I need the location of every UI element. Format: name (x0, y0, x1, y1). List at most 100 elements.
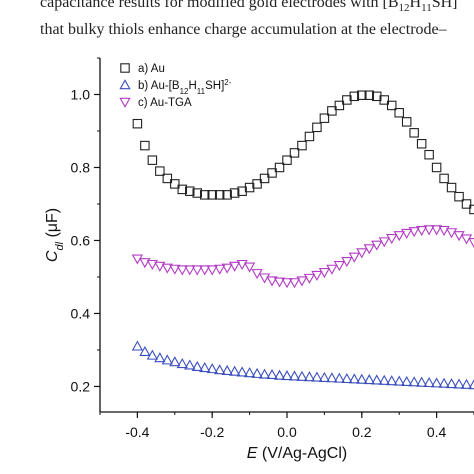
data-point (327, 106, 337, 116)
data-point (199, 362, 211, 373)
data-point (311, 371, 323, 382)
data-point (185, 186, 195, 196)
data-point (243, 262, 256, 273)
data-point (408, 376, 420, 387)
data-point (423, 376, 435, 388)
data-point (267, 168, 277, 178)
data-point (303, 371, 316, 382)
caption-line-1-post: SH] (431, 0, 458, 11)
x-axis-label: E (V/Ag-AgCl) (247, 445, 347, 462)
data-point (349, 91, 360, 102)
data-point (191, 265, 203, 276)
caption-line-1-text: capacitance results for modified gold el… (40, 0, 399, 11)
data-point (273, 277, 286, 288)
data-point (401, 117, 412, 127)
data-point (154, 261, 166, 272)
data-point (199, 265, 211, 276)
data-point (348, 252, 360, 263)
chart-legend: a) Au b) Au-[B12H11SH]2-c) Au-TGA (119, 63, 232, 109)
data-point (146, 349, 158, 360)
data-point (237, 186, 247, 196)
data-point (371, 240, 383, 251)
data-point (229, 188, 240, 198)
data-point (303, 273, 316, 284)
data-point (386, 234, 398, 245)
data-point (439, 173, 449, 184)
chart-marks (131, 90, 474, 390)
data-point (154, 352, 166, 363)
data-point (438, 377, 450, 388)
data-point (229, 261, 241, 272)
y-tick-label: 1.0 (71, 86, 91, 102)
data-point (251, 367, 263, 378)
data-point (199, 190, 210, 200)
y-tick-label: 0.8 (71, 159, 91, 175)
legend-marker (119, 97, 131, 108)
data-point (184, 265, 196, 276)
data-point (408, 227, 420, 238)
data-point (341, 372, 353, 384)
data-point (409, 128, 419, 138)
data-point (460, 378, 473, 389)
data-point (170, 179, 180, 189)
data-point (333, 261, 345, 272)
data-point (252, 179, 262, 189)
data-point (139, 345, 151, 357)
series-triangle-up (131, 340, 474, 390)
data-point (169, 264, 181, 275)
data-point (274, 162, 285, 173)
data-point (177, 184, 188, 195)
data-point (454, 191, 464, 202)
data-point (266, 368, 278, 380)
data-point (162, 173, 173, 184)
data-point (431, 162, 442, 173)
data-point (258, 368, 271, 379)
data-point (169, 356, 181, 367)
data-point (296, 370, 308, 381)
data-point (229, 365, 241, 376)
data-point (161, 263, 173, 274)
x-tick-label: -0.2 (200, 424, 224, 440)
data-point (334, 100, 345, 111)
data-point (139, 258, 151, 269)
data-point (333, 372, 345, 383)
data-point (453, 231, 465, 242)
data-point (214, 264, 226, 275)
data-point (453, 378, 465, 389)
data-point (311, 270, 323, 281)
data-point (416, 139, 427, 149)
data-point (207, 190, 217, 200)
data-point (348, 373, 360, 384)
data-point (468, 238, 474, 249)
data-point (356, 248, 368, 259)
data-point (243, 367, 256, 378)
data-point (318, 267, 331, 279)
data-point (445, 378, 458, 389)
data-point (356, 373, 368, 384)
data-point (281, 370, 293, 381)
data-point (416, 226, 428, 237)
data-point (266, 276, 278, 287)
series-square (132, 90, 474, 215)
data-point (460, 234, 473, 245)
data-point (146, 259, 158, 271)
data-point (445, 228, 458, 239)
data-point (364, 90, 375, 100)
x-tick-label: 0.2 (352, 424, 372, 440)
data-point (131, 254, 144, 265)
data-point (446, 182, 457, 193)
data-point (461, 199, 472, 209)
caption-line-2: that bulky thiols enhance charge accumul… (40, 21, 447, 39)
data-point (341, 257, 353, 268)
data-point (288, 278, 301, 289)
chart-ticks: -0.4 -0.2 0.0 0.2 0.4 0.2 0.4 0.6 0.8 1.0 (71, 57, 474, 440)
data-point (214, 364, 226, 375)
caption-line-1-mid: H (409, 0, 422, 11)
data-point (192, 188, 202, 198)
legend-label: a) Au (138, 63, 165, 75)
data-point (140, 140, 150, 151)
x-tick-label: 0.4 (427, 424, 447, 440)
data-point (423, 225, 435, 236)
data-point (191, 360, 203, 371)
data-point (393, 231, 405, 242)
